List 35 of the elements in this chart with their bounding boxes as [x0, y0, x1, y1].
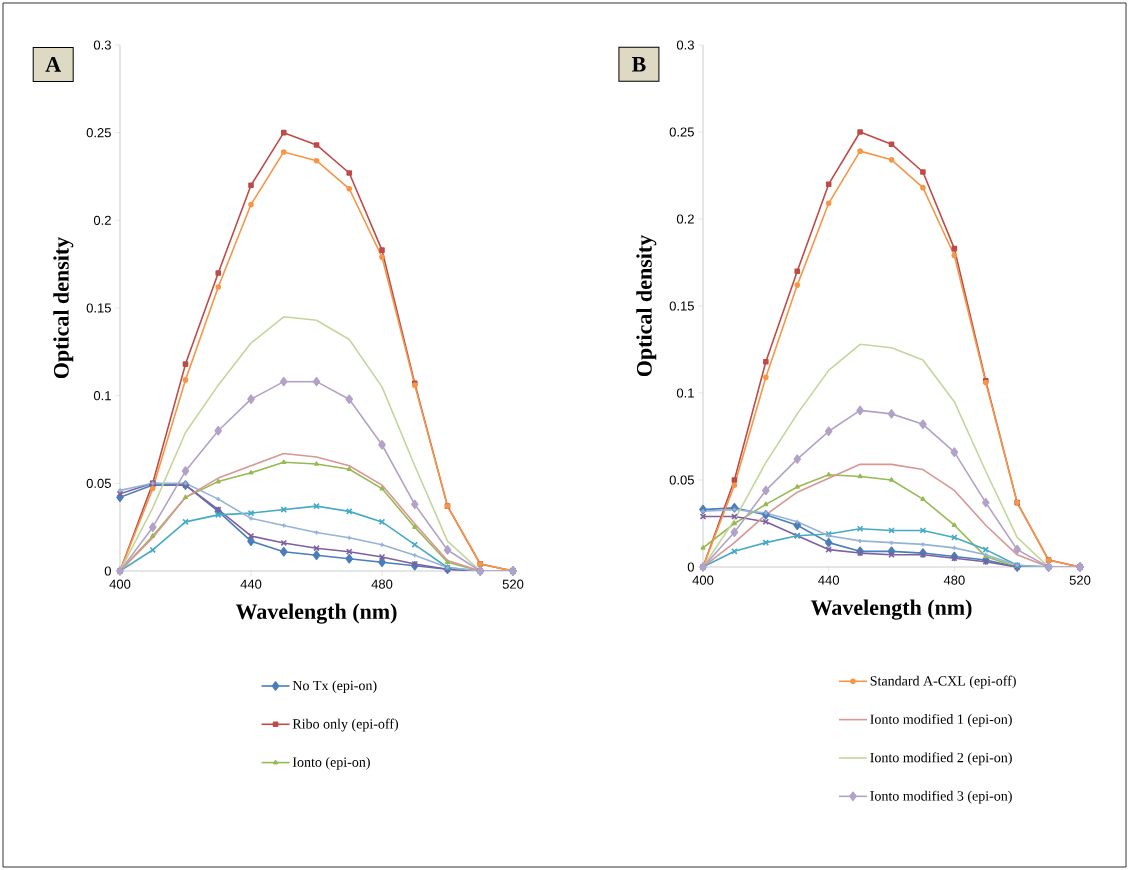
x-tick-label: 440: [818, 575, 840, 585]
legend-label: Ionto (epi-on): [292, 756, 370, 770]
y-tick-label: 0: [104, 566, 111, 576]
y-tick-label: 0.3: [676, 40, 694, 50]
y-tick-label: 0.3: [93, 40, 111, 50]
legend-label: Ribo only (epi-off): [292, 718, 399, 732]
y-axis-title: Optical density: [53, 237, 74, 379]
chart-title: A: [45, 57, 61, 72]
y-tick-label: 0: [687, 562, 694, 572]
legend-label: Ionto modified 3 (epi-on): [870, 790, 1012, 804]
x-axis-title: Wavelength (nm): [235, 603, 397, 624]
x-tick-label: 480: [943, 575, 965, 585]
y-tick-label: 0.15: [86, 303, 111, 313]
legend-label: Ionto modified 1 (epi-on): [870, 713, 1012, 727]
x-tick-label: 440: [240, 579, 262, 589]
x-tick-label: 480: [371, 579, 393, 589]
y-tick-label: 0.1: [676, 388, 694, 398]
x-tick-label: 400: [109, 579, 131, 589]
legend-label: No Tx (epi-on): [292, 680, 377, 694]
x-tick-label: 520: [1069, 575, 1091, 585]
chart-title: B: [631, 57, 646, 72]
y-tick-label: 0.05: [669, 475, 694, 485]
y-tick-label: 0.25: [86, 128, 111, 138]
y-tick-label: 0.1: [93, 391, 111, 401]
y-tick-label: 0.15: [669, 301, 694, 311]
x-axis-title: Wavelength (nm): [810, 599, 972, 620]
x-tick-label: 400: [692, 575, 714, 585]
legend-label: Ionto modified 2 (epi-on): [870, 752, 1012, 766]
y-tick-label: 0.2: [676, 214, 694, 224]
y-axis-title: Optical density: [636, 235, 657, 377]
x-tick-label: 520: [502, 579, 524, 589]
y-tick-label: 0.2: [93, 215, 111, 225]
legend-label: Standard A-CXL (epi-off): [870, 675, 1016, 689]
y-tick-label: 0.25: [669, 127, 694, 137]
y-tick-label: 0.05: [86, 478, 111, 488]
